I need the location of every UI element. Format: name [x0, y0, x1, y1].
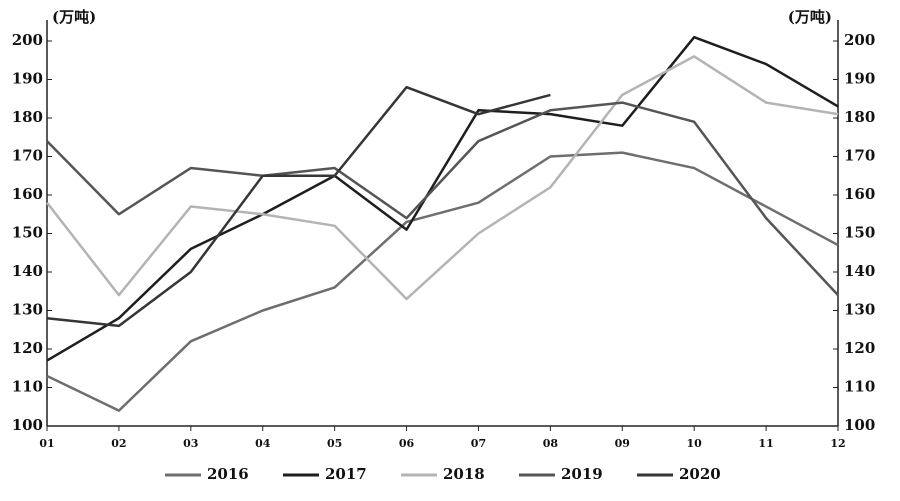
y2-tick-label: 130: [844, 301, 875, 319]
y2-tick-label: 200: [844, 31, 875, 49]
y-tick-label: 170: [12, 147, 43, 165]
x-tick-label: 11: [758, 437, 773, 450]
x-tick-label: 01: [39, 437, 54, 450]
y2-tick-label: 110: [844, 378, 875, 396]
y-tick-label: 100: [12, 416, 43, 434]
x-tick-label: 03: [183, 437, 198, 450]
series-line: [46, 55, 839, 301]
y2-tick-label: 100: [844, 416, 875, 434]
legend-label: 2020: [679, 465, 721, 483]
legend-label: 2018: [443, 465, 485, 483]
legend-label: 2016: [207, 465, 249, 483]
y2-tick-label: 170: [844, 147, 875, 165]
y-tick-label: 110: [12, 378, 43, 396]
x-tick-label: 12: [830, 437, 845, 450]
y-tick-label: 120: [12, 339, 43, 357]
y-tick-label: 180: [12, 108, 43, 126]
y-tick-label: 150: [12, 224, 43, 242]
y2-axis-label: (万吨): [788, 8, 832, 26]
y2-tick-label: 160: [844, 185, 875, 203]
y-tick-label: 190: [12, 70, 43, 88]
y2-tick-label: 140: [844, 262, 875, 280]
x-tick-label: 08: [543, 437, 559, 450]
y-tick-label: 130: [12, 301, 43, 319]
legend-label: 2017: [325, 465, 367, 483]
series-line: [46, 85, 551, 328]
x-tick-label: 06: [399, 437, 415, 450]
series-line: [46, 101, 839, 296]
x-tick-label: 05: [327, 437, 342, 450]
x-tick-label: 09: [615, 437, 630, 450]
series-line: [46, 151, 839, 412]
x-tick-label: 02: [111, 437, 126, 450]
y-tick-label: 140: [12, 262, 43, 280]
y-axis-label: (万吨): [52, 8, 96, 26]
legend-label: 2019: [561, 465, 603, 483]
series-line: [46, 35, 839, 362]
y2-tick-label: 180: [844, 108, 875, 126]
y2-tick-label: 150: [844, 224, 875, 242]
x-tick-label: 10: [687, 437, 703, 450]
y2-tick-label: 120: [844, 339, 875, 357]
x-tick-label: 07: [471, 437, 486, 450]
y2-tick-label: 190: [844, 70, 875, 88]
y-tick-label: 200: [12, 31, 43, 49]
x-tick-label: 04: [255, 437, 271, 450]
y-tick-label: 160: [12, 185, 43, 203]
